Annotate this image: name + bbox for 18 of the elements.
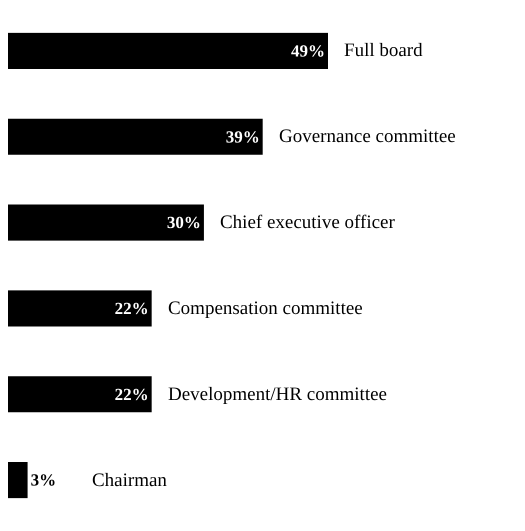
data-label: 30% [166,213,201,232]
bar [8,376,152,412]
y-tick-label: Chief executive officer [220,212,396,233]
data-label: 22% [114,298,149,318]
bar [8,32,328,69]
data-label: 3% [30,470,56,490]
y-tick-label: Full board [344,40,424,61]
bar [8,118,263,155]
y-tick-label: Compensation committee [168,298,363,319]
data-label: 22% [114,384,149,404]
bar [8,290,152,326]
y-tick-label: Chairman [92,470,168,491]
y-tick-label: Governance committee [279,126,456,147]
data-label: 39% [226,127,260,146]
y-tick-label: Development/HR committee [168,384,387,405]
bar [8,204,204,241]
bar [8,462,28,498]
data-label: 49% [291,41,325,60]
